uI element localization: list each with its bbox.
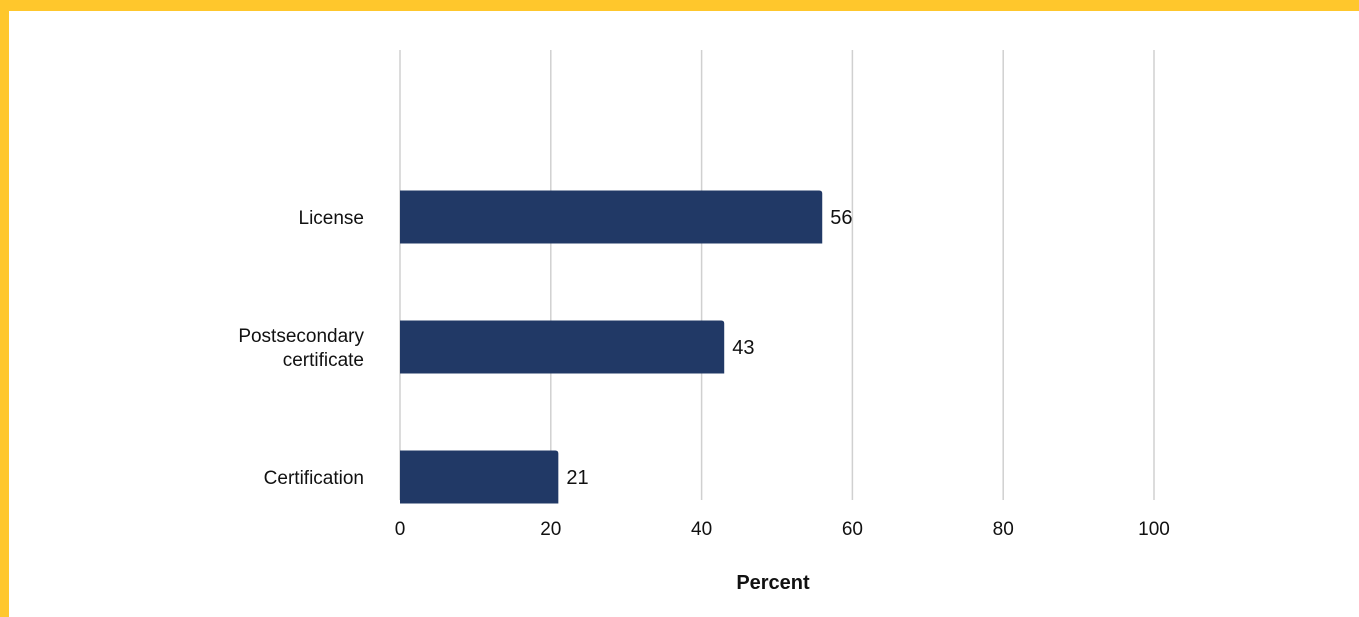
category-label: Certification [264,468,364,489]
x-tick-label: 80 [993,519,1014,540]
chart-panel [9,11,1359,617]
x-axis-title: Percent [736,572,810,594]
x-tick-label: 20 [540,519,561,540]
data-label: 56 [830,207,852,229]
x-tick-label: 60 [842,519,863,540]
x-tick-label: 100 [1138,519,1170,540]
bars [400,190,823,504]
category-label: License [299,208,365,229]
data-label: 21 [566,467,588,489]
x-tick-label: 40 [691,519,712,540]
labels: 0 20 40 60 80 100 56 License 43 Postsecondary cert… [238,207,1170,540]
data-label: 43 [732,337,754,359]
bar [400,320,725,374]
bar [400,450,559,504]
x-tick-label: 0 [395,519,406,540]
bar [400,190,823,244]
category-label: Postsecondary certificate [238,326,364,371]
gridlines [399,50,1155,500]
